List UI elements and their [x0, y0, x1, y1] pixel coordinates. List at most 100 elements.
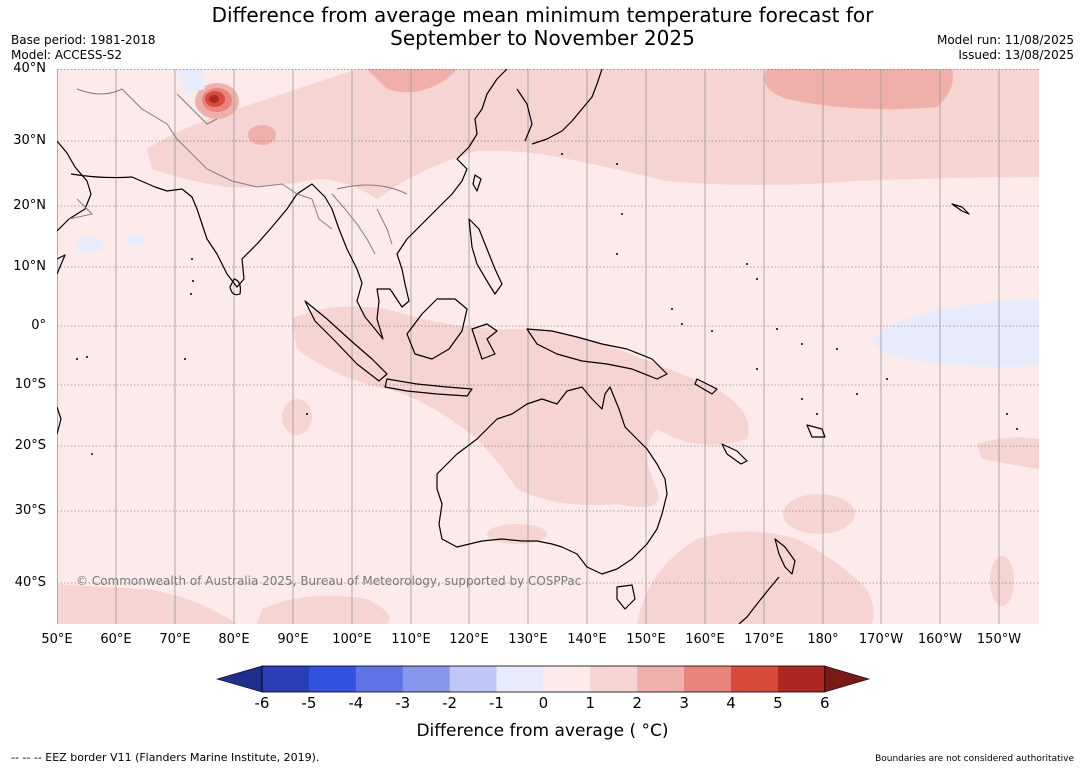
coastline-japan — [531, 69, 603, 145]
lon-label-180: 180° — [807, 632, 839, 647]
colorbar-tick-label: 1 — [585, 694, 596, 712]
longitude-gridlines — [57, 69, 1000, 624]
coastline-philippines — [468, 218, 503, 295]
anomaly-region-south-west — [57, 584, 237, 624]
colorbar-tick-label: 6 — [820, 694, 830, 712]
lat-label-0: 0° — [31, 318, 46, 333]
anomaly-region-maritime — [292, 306, 749, 507]
lon-label-70e: 70°E — [159, 632, 191, 647]
colorbar-segment — [262, 666, 310, 692]
anomaly-hotspot-core — [209, 95, 219, 103]
small-islands — [76, 153, 1018, 455]
lon-label-160e: 160°E — [685, 632, 725, 647]
colorbar-segment — [543, 666, 591, 692]
colorbar-segment — [637, 666, 685, 692]
coastline-nz-north — [774, 538, 796, 575]
colorbar-tick-label: -1 — [489, 694, 504, 712]
coastline-java — [384, 378, 473, 397]
anomaly-cool-arabian — [75, 237, 103, 253]
colorbar-tick-label: -5 — [301, 694, 317, 712]
lon-label-160w: 160°W — [917, 632, 963, 647]
border-china-south — [336, 184, 408, 195]
colorbar-tick-label: -3 — [395, 694, 411, 712]
coastline-horn-of-africa — [57, 254, 66, 275]
colorbar — [215, 665, 871, 693]
lon-label-100e: 100°E — [332, 632, 372, 647]
base-period: Base period: 1981-2018 — [11, 33, 156, 47]
coastline-taiwan — [472, 174, 482, 192]
model-name: Model: ACCESS-S2 — [11, 48, 123, 62]
issued-date: Issued: 13/08/2025 — [958, 48, 1074, 62]
coastline-tasmania — [616, 584, 636, 610]
coastline-borneo — [406, 298, 468, 360]
colorbar-tick-label: -6 — [254, 694, 270, 712]
colorbar-tick-label: 2 — [632, 694, 642, 712]
lon-label-90e: 90°E — [277, 632, 309, 647]
boundaries-disclaimer: Boundaries are not considered authoritat… — [875, 754, 1074, 764]
anomaly-region-indian-ocean — [282, 399, 312, 435]
map-title: Difference from average mean minimum tem… — [0, 4, 1085, 50]
coastline-nz-south — [738, 576, 780, 624]
coastline-korea — [516, 88, 533, 142]
lat-label-40s: 40°S — [14, 575, 46, 590]
anomaly-cool-india — [127, 234, 147, 246]
coastline-sri-lanka — [229, 278, 241, 296]
anomaly-region-east-pacific — [977, 437, 1039, 469]
coastline-new-guinea — [526, 328, 668, 380]
colorbar-segment — [684, 666, 732, 692]
colorbar-extend-low — [215, 665, 263, 693]
lon-label-170e: 170°E — [744, 632, 784, 647]
latitude-gridlines — [57, 69, 1039, 584]
border-arabia — [68, 198, 94, 220]
lat-label-20s: 20°S — [14, 438, 46, 453]
colorbar-segment — [731, 666, 779, 692]
lon-label-60e: 60°E — [100, 632, 132, 647]
lon-label-150w: 150°W — [976, 632, 1022, 647]
lat-label-10s: 10°S — [14, 377, 46, 392]
colorbar-segment — [402, 666, 451, 692]
lat-label-40n: 40°N — [13, 61, 46, 76]
anomaly-region-south-pacific — [783, 494, 855, 534]
title-line-1: Difference from average mean minimum tem… — [211, 3, 874, 27]
anomaly-region-tasman — [637, 531, 874, 624]
anomaly-cool-north — [175, 69, 205, 94]
country-borders — [68, 88, 408, 255]
colorbar-segment — [308, 666, 357, 692]
lon-label-110e: 110°E — [391, 632, 431, 647]
colorbar-tick-label: 5 — [773, 694, 783, 712]
anomaly-region-south-indian — [257, 595, 390, 624]
coastline-sulawesi — [471, 323, 498, 360]
coastline-hawaii — [951, 203, 970, 215]
colorbar-segment — [496, 666, 544, 692]
lat-label-30n: 30°N — [13, 133, 46, 148]
lon-label-120e: 120°E — [449, 632, 489, 647]
anomaly-region-north-pacific — [764, 69, 953, 110]
colorbar-tick-label: 4 — [726, 694, 736, 712]
colorbar-frame — [261, 665, 826, 693]
coastline-asia-mainland — [70, 69, 508, 340]
eez-border-note: -- -- -- EEZ border V11 (Flanders Marine… — [11, 751, 320, 764]
colorbar-extend-high — [824, 665, 871, 693]
lon-label-50e: 50°E — [41, 632, 73, 647]
colorbar-tick-label: -2 — [442, 694, 458, 712]
title-line-2: September to November 2025 — [390, 26, 695, 50]
colorbar-tick-label: 3 — [679, 694, 689, 712]
anomaly-cool-pacific — [872, 299, 1039, 367]
colorbar-segment — [590, 666, 638, 692]
coastline-africa-east — [57, 406, 62, 435]
coastlines — [57, 69, 970, 624]
border-thailand — [331, 193, 376, 255]
lon-label-140e: 140°E — [567, 632, 607, 647]
coastline-sumatra — [304, 300, 388, 382]
anomaly-region-tibet — [248, 125, 276, 145]
colorbar-label: Difference from average ( °C) — [416, 721, 669, 741]
colorbar-segment — [449, 666, 497, 692]
coastline-fiji — [806, 424, 826, 438]
anomaly-region-south-east — [990, 556, 1014, 606]
colorbar-tick-label: -4 — [348, 694, 364, 712]
colorbar-segment — [355, 666, 404, 692]
border-afghanistan — [176, 93, 218, 125]
lon-label-170w: 170°W — [858, 632, 904, 647]
border-myanmar — [296, 193, 333, 230]
lon-label-80e: 80°E — [218, 632, 250, 647]
